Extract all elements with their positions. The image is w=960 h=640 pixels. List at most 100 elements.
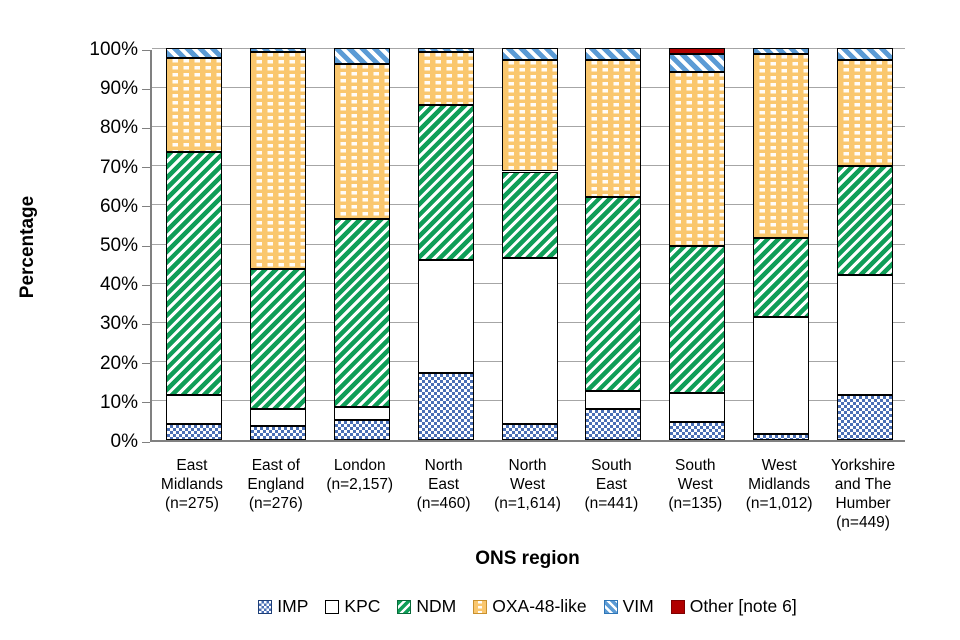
x-category-label-line: Midlands bbox=[160, 476, 223, 493]
x-category-label: London (n=2,157) bbox=[312, 456, 408, 494]
bar-segment-vim bbox=[417, 48, 474, 52]
x-category-label-line: East of bbox=[251, 457, 300, 474]
x-category-label: Yorkshire and The Humber (n=449) bbox=[815, 456, 911, 532]
bar-segment-imp bbox=[585, 408, 642, 440]
legend-item-kpc: KPC bbox=[325, 596, 380, 617]
bar-segment-kpc bbox=[165, 394, 222, 425]
bar-segment-imp bbox=[333, 420, 390, 440]
y-tick-mark bbox=[142, 363, 150, 365]
bar-segment-ndm bbox=[417, 104, 474, 260]
bar-segment-oxa bbox=[249, 51, 306, 270]
y-tick-label: 40% bbox=[99, 274, 138, 296]
y-tick-label: 90% bbox=[99, 78, 138, 100]
bar-segment-vim bbox=[249, 48, 306, 52]
y-tick-mark bbox=[142, 127, 150, 129]
x-category-label-line: West bbox=[677, 476, 713, 493]
y-tick-mark bbox=[142, 245, 150, 247]
bar-segment-imp bbox=[753, 434, 810, 440]
y-tick-mark bbox=[142, 284, 150, 286]
bar-segment-kpc bbox=[669, 392, 726, 423]
y-tick-mark bbox=[142, 441, 150, 443]
legend-item-oxa: OXA-48-like bbox=[473, 596, 587, 617]
bar-segment-ndm bbox=[585, 196, 642, 391]
legend-swatch-kpc-icon bbox=[325, 599, 340, 614]
x-category-label-line: (n=1,012) bbox=[745, 495, 813, 512]
bar-segment-oxa bbox=[837, 59, 894, 166]
bar-segment-imp bbox=[417, 373, 474, 440]
x-category-label-line: Yorkshire bbox=[831, 457, 896, 474]
x-category-label-line: South bbox=[591, 457, 632, 474]
bar-segment-imp bbox=[165, 424, 222, 440]
x-category-label-line: (n=1,614) bbox=[494, 495, 561, 512]
legend-label: KPC bbox=[344, 596, 381, 616]
legend-item-vim: VIM bbox=[603, 596, 654, 617]
legend-item-other: Other [note 6] bbox=[670, 596, 797, 617]
bar-segment-oxa bbox=[753, 53, 810, 239]
x-category-label-line: North bbox=[424, 457, 463, 474]
y-tick-label: 50% bbox=[99, 235, 138, 256]
y-tick-mark bbox=[142, 206, 150, 208]
bar-segment-ndm bbox=[669, 245, 726, 393]
x-category-label-line: (n=460) bbox=[416, 495, 471, 512]
x-category-label-line: (n=441) bbox=[584, 495, 639, 512]
bar-segment-ndm bbox=[333, 218, 390, 407]
bar-segment-other bbox=[669, 48, 726, 54]
bar-segment-ndm bbox=[501, 171, 558, 258]
bar-segment-imp bbox=[249, 426, 306, 440]
legend-label: IMP bbox=[277, 596, 309, 616]
bar-segment-oxa bbox=[669, 71, 726, 246]
legend-swatch-imp-icon bbox=[258, 599, 273, 614]
x-category-label: West Midlands (n=1,012) bbox=[731, 456, 827, 513]
bar-segment-kpc bbox=[417, 259, 474, 374]
bar-segment-vim bbox=[669, 53, 726, 72]
x-category-label: East of England (n=276) bbox=[228, 456, 324, 513]
x-category-label-line: East bbox=[176, 457, 208, 474]
bar-segment-oxa bbox=[417, 51, 474, 105]
x-category-label-line: (n=449) bbox=[836, 514, 890, 531]
x-axis-title: ONS region bbox=[475, 548, 580, 569]
x-category-label-line: London bbox=[333, 457, 386, 474]
bar-segment-kpc bbox=[585, 391, 642, 409]
bar-segment-vim bbox=[585, 48, 642, 60]
bar-segment-oxa bbox=[333, 63, 390, 219]
y-tick-label: 60% bbox=[99, 195, 138, 217]
legend-item-imp: IMP bbox=[258, 596, 308, 617]
x-category-label: North East (n=460) bbox=[396, 456, 492, 513]
bar-segment-vim bbox=[501, 48, 558, 60]
x-category-label: East Midlands (n=275) bbox=[144, 456, 240, 513]
x-category-label-line: England bbox=[247, 476, 305, 493]
y-tick-label: 10% bbox=[99, 391, 138, 413]
x-category-label: South East (n=441) bbox=[563, 456, 659, 513]
x-category-label-line: (n=135) bbox=[668, 495, 723, 512]
x-category-label-line: (n=276) bbox=[248, 495, 303, 512]
y-axis-title: Percentage bbox=[17, 195, 38, 299]
bar-segment-oxa bbox=[585, 59, 642, 197]
legend-label: NDM bbox=[416, 596, 457, 616]
bar-segment-ndm bbox=[165, 151, 222, 395]
legend-label: OXA-48-like bbox=[492, 596, 587, 616]
legend-swatch-ndm-icon bbox=[397, 599, 412, 614]
x-category-label-line: East bbox=[595, 476, 627, 493]
bar-segment-oxa bbox=[501, 59, 558, 172]
x-category-label-line: North bbox=[508, 457, 547, 474]
x-category-label-line: (n=275) bbox=[165, 495, 219, 512]
x-category-label-line: West bbox=[509, 476, 546, 493]
x-category-label-line: East bbox=[428, 476, 460, 493]
bar-segment-ndm bbox=[837, 165, 894, 276]
y-tick-label: 100% bbox=[89, 39, 138, 60]
bar-segment-vim bbox=[753, 48, 810, 54]
bar-segment-imp bbox=[837, 394, 894, 440]
x-category-label-line: South bbox=[675, 457, 716, 474]
x-category-label-line: Humber bbox=[835, 495, 891, 512]
legend: IMP KPC NDM OXA-48-like VIM Other [note 6] bbox=[150, 596, 905, 617]
y-tick-label: 80% bbox=[99, 117, 138, 139]
legend-swatch-other-icon bbox=[670, 599, 685, 614]
bar-segment-kpc bbox=[333, 406, 390, 421]
y-tick-label: 0% bbox=[110, 431, 138, 452]
y-tick-mark bbox=[142, 167, 150, 169]
bar-segment-vim bbox=[837, 48, 894, 60]
bar-segment-vim bbox=[333, 48, 390, 64]
bar-segment-imp bbox=[501, 424, 558, 440]
plot-area bbox=[150, 47, 905, 442]
legend-swatch-vim-icon bbox=[603, 599, 618, 614]
